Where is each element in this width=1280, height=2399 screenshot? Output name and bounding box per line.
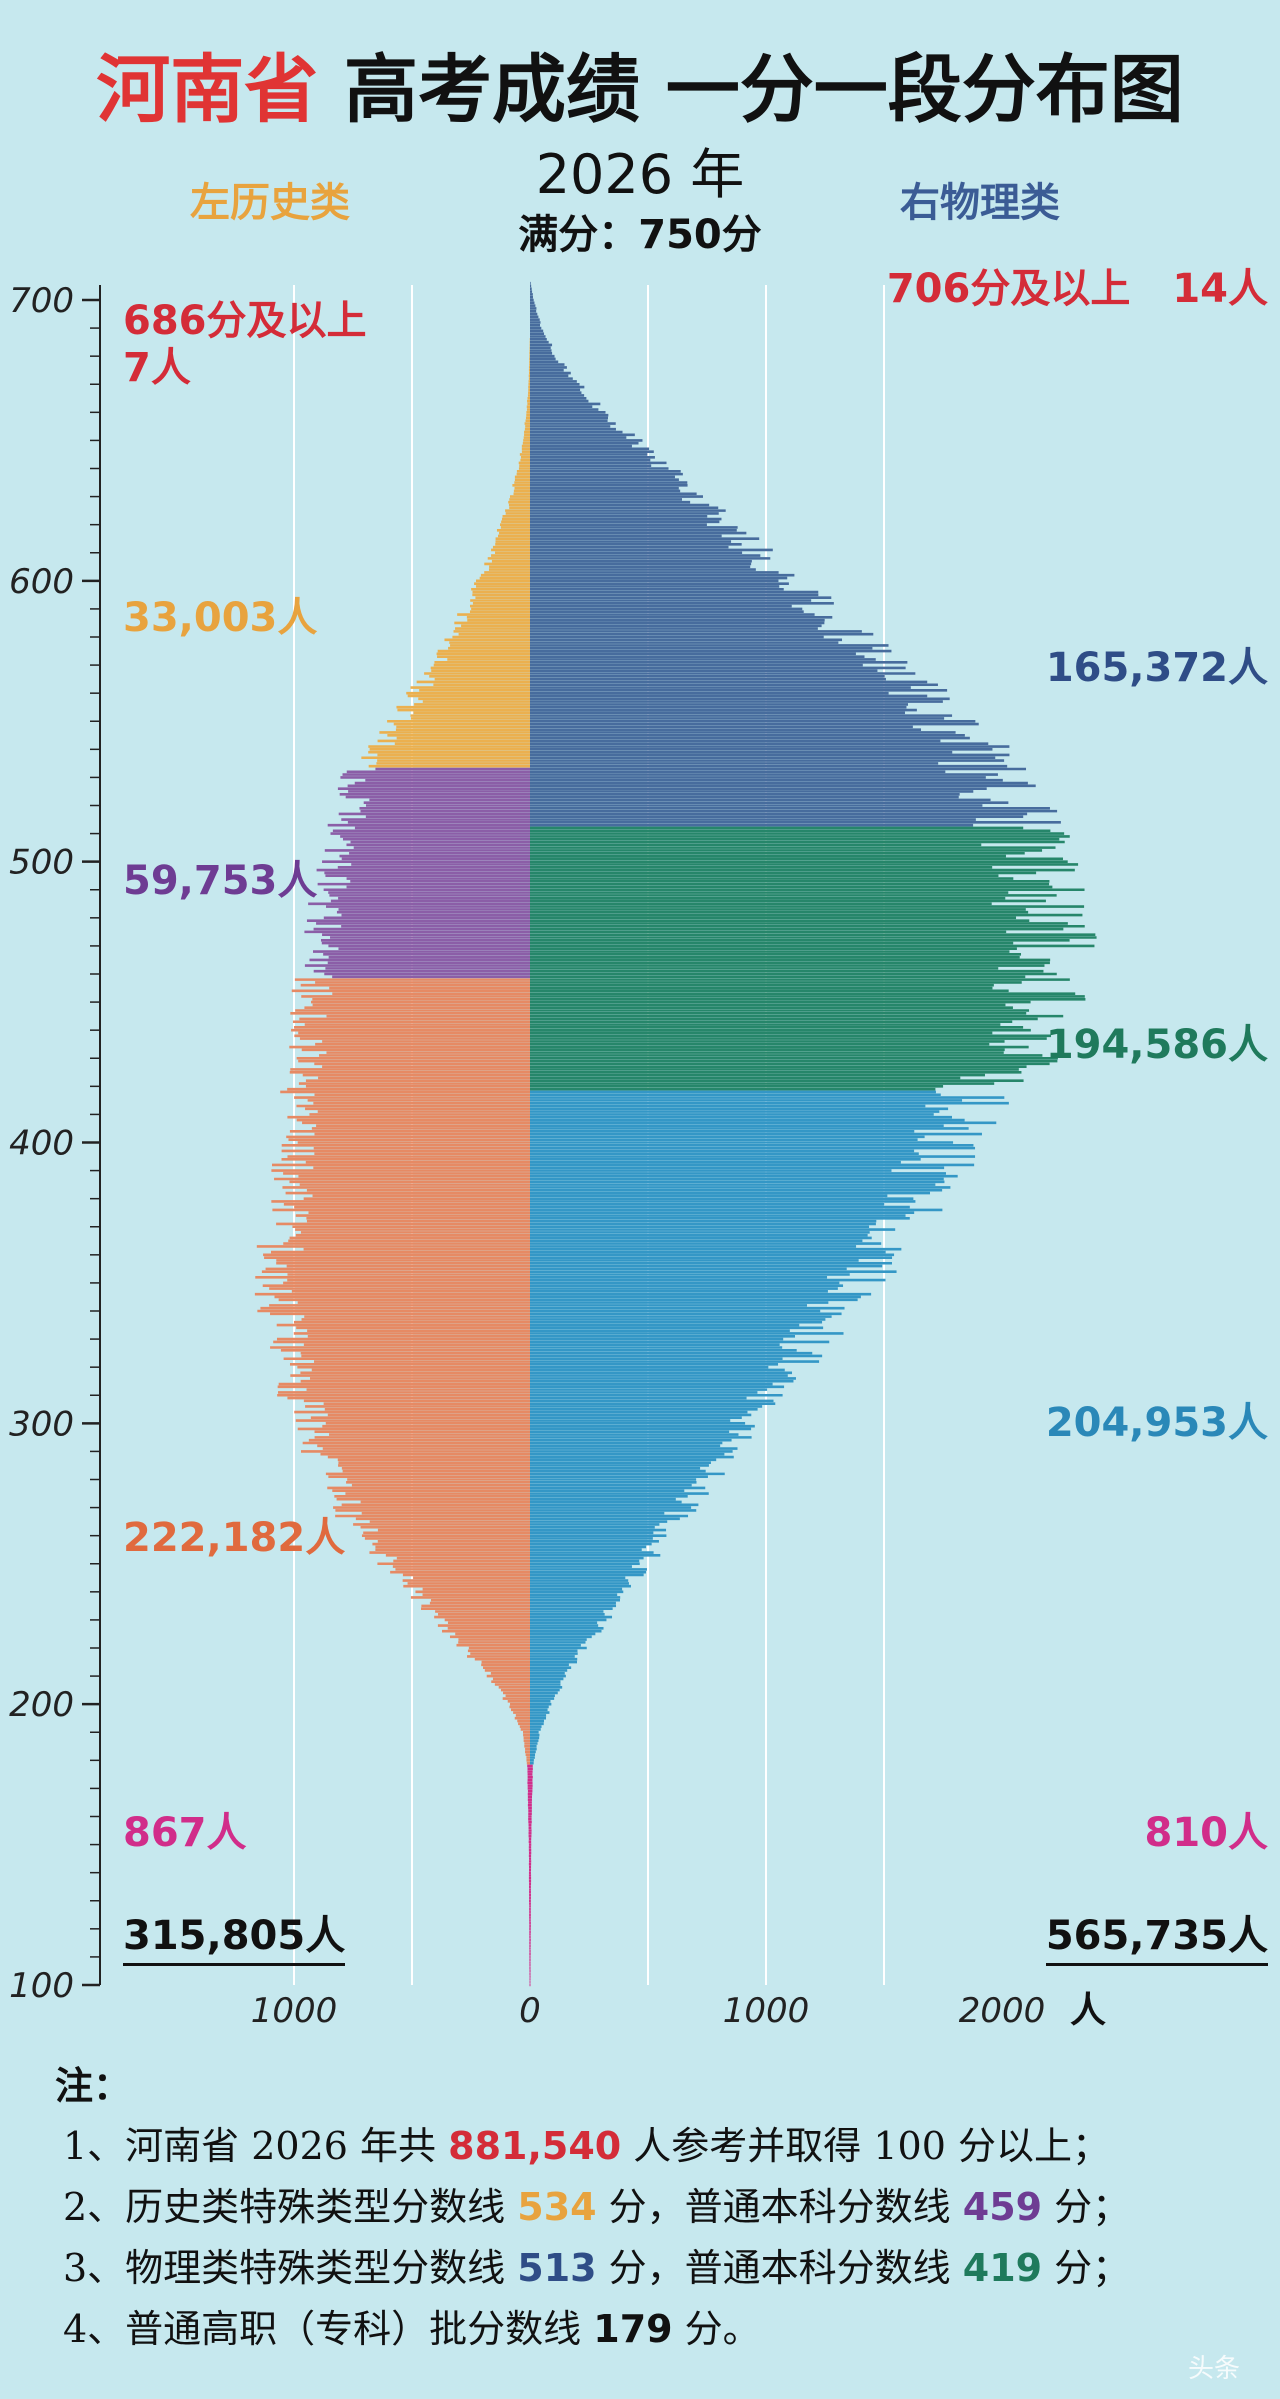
right-top-label: 706分及以上 14人 xyxy=(887,256,1268,314)
y-tick-label: 700 xyxy=(9,281,74,321)
hist-top-count: 33,003人 xyxy=(123,595,318,641)
note-2: 2、历史类特殊类型分数线 534 分，普通本科分数线 459 分； xyxy=(55,2177,1130,2238)
note-1-text-a: 1、河南省 2026 年共 xyxy=(63,2124,449,2168)
note-4: 4、普通高职（专科）批分数线 179 分。 xyxy=(55,2299,1130,2360)
full-score-label: 满分： xyxy=(518,212,639,258)
note-1: 1、河南省 2026 年共 881,540 人参考并取得 100 分以上； xyxy=(55,2116,1130,2177)
x-tick-label: 2000 xyxy=(959,1991,1046,2031)
right-series-label: 右物理类 xyxy=(900,179,1060,226)
note-2-text-e: 分； xyxy=(1042,2185,1131,2229)
chart-year: 2026 年 xyxy=(535,143,745,206)
phys-total: 565,735人 xyxy=(1045,1903,1268,1966)
chart-title: 河南省 高考成绩 一分一段分布图 xyxy=(0,30,1280,137)
y-tick-label: 500 xyxy=(9,843,74,883)
y-tick-label: 200 xyxy=(9,1685,74,1725)
full-score: 满分：750分 xyxy=(0,202,1280,260)
x-tick-label: 0 xyxy=(519,1991,541,2031)
note-3: 3、物理类特殊类型分数线 513 分，普通本科分数线 419 分； xyxy=(55,2238,1130,2299)
note-2-undergrad-line: 459 xyxy=(962,2185,1043,2229)
y-tick-label: 300 xyxy=(9,1404,74,1444)
note-2-text-a: 2、历史类特殊类型分数线 xyxy=(63,2185,518,2229)
hist-undergrad-count: 222,182人 xyxy=(123,1515,346,1561)
title-rest: 高考成绩 一分一段分布图 xyxy=(344,47,1184,133)
x-tick-label: 1000 xyxy=(251,1991,338,2031)
right-top-score-label: 706分及以上 xyxy=(886,266,1131,312)
x-tick-label: 1000 xyxy=(723,1991,810,2031)
note-1-total: 881,540 xyxy=(448,2124,622,2168)
hist-total: 315,805人 xyxy=(123,1903,346,1966)
title-province: 河南省 xyxy=(96,47,319,133)
left-top-count-label: 7人 xyxy=(123,345,191,391)
y-tick-label: 600 xyxy=(9,562,74,602)
phys-top-count: 165,372人 xyxy=(1045,645,1268,691)
notes-heading: 注： xyxy=(55,2063,132,2108)
note-1-text-c: 人参考并取得 100 分以上； xyxy=(621,2124,1110,2168)
x-unit-label: 人 xyxy=(1070,1990,1106,2031)
note-4-vocational-line: 179 xyxy=(593,2307,673,2351)
notes: 注： 1、河南省 2026 年共 881,540 人参考并取得 100 分以上；… xyxy=(55,2055,1130,2360)
y-tick-label: 400 xyxy=(9,1124,74,1164)
hist-special-count: 59,753人 xyxy=(123,858,318,904)
note-4-text-c: 分。 xyxy=(672,2307,761,2351)
distribution-chart: 100 200 300 400 500 600 700 1000 0 1000 2000 人 xyxy=(9,281,1106,2031)
hist-vocational-count: 867人 xyxy=(123,1810,247,1856)
full-score-value: 750分 xyxy=(638,212,762,258)
y-tick-label: 100 xyxy=(9,1966,74,2006)
left-top-score-label: 686分及以上 xyxy=(123,298,367,344)
note-3-text-e: 分； xyxy=(1042,2246,1131,2290)
phys-vocational-count: 810人 xyxy=(1144,1810,1269,1856)
phys-undergrad-count: 204,953人 xyxy=(1045,1400,1268,1446)
note-2-special-line: 534 xyxy=(517,2185,597,2229)
phys-special-count: 194,586人 xyxy=(1045,1022,1268,1068)
note-3-text-c: 分，普通本科分数线 xyxy=(596,2246,963,2290)
note-4-text-a: 4、普通高职（专科）批分数线 xyxy=(63,2307,594,2351)
left-series-label: 左历史类 xyxy=(190,179,350,226)
note-3-text-a: 3、物理类特殊类型分数线 xyxy=(63,2246,518,2290)
note-2-text-c: 分，普通本科分数线 xyxy=(596,2185,963,2229)
right-top-count-label: 14人 xyxy=(1172,266,1268,312)
watermark: 头条 xyxy=(1187,2354,1240,2384)
note-3-undergrad-line: 419 xyxy=(962,2246,1043,2290)
note-3-special-line: 513 xyxy=(517,2246,597,2290)
